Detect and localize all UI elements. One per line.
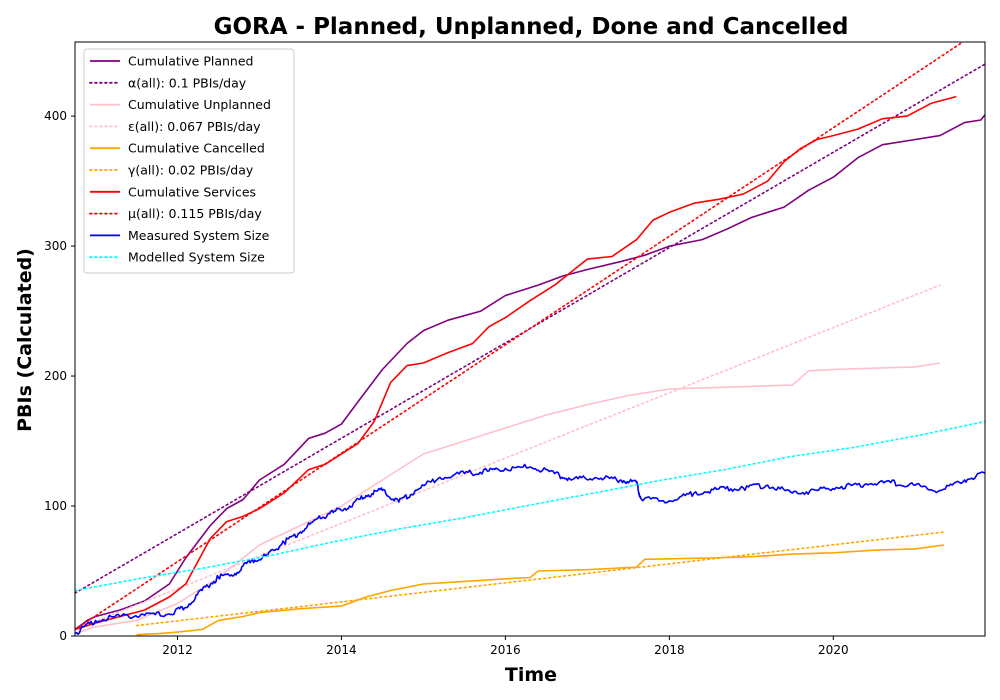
series-line-8 <box>75 463 985 636</box>
plot-area <box>75 42 985 636</box>
axes: 2012 2014 2016 2018 2020 0 100 200 300 400 <box>44 41 986 657</box>
x-tick-label: 2012 <box>162 643 193 657</box>
legend-label: ε(all): 0.067 PBIs/day <box>128 119 261 134</box>
legend-label: Cumulative Unplanned <box>128 97 271 112</box>
legend-label: γ(all): 0.02 PBIs/day <box>128 163 254 178</box>
legend-label: Cumulative Planned <box>128 54 253 69</box>
legend-label: α(all): 0.1 PBIs/day <box>128 75 247 90</box>
legend-label: Measured System Size <box>128 228 270 243</box>
series-line-5 <box>135 531 945 627</box>
x-tick-label: 2018 <box>654 643 685 657</box>
x-tick-label: 2016 <box>490 643 521 657</box>
y-tick-label: 200 <box>44 369 67 383</box>
plot-frame <box>74 41 986 637</box>
legend-box <box>83 48 295 274</box>
y-tick-label: 300 <box>44 239 67 253</box>
legend-label: μ(all): 0.115 PBIs/day <box>128 206 262 221</box>
series-line-9 <box>75 420 985 592</box>
y-tick-label: 400 <box>44 109 67 123</box>
legend-label: Cumulative Cancelled <box>128 141 265 156</box>
chart-title: GORA - Planned, Unplanned, Done and Canc… <box>214 14 849 40</box>
series-line-7 <box>75 42 965 631</box>
series-line-4 <box>136 544 945 636</box>
y-tick-label: 100 <box>44 499 67 513</box>
y-tick-label: 0 <box>59 629 67 643</box>
legend-label: Cumulative Services <box>128 184 256 199</box>
x-tick-label: 2014 <box>326 643 357 657</box>
series-line-2 <box>75 362 941 635</box>
x-tick-label: 2020 <box>818 643 849 657</box>
series-line-3 <box>75 284 941 631</box>
series-line-0 <box>75 114 985 631</box>
y-axis-label: PBIs (Calculated) <box>14 248 36 432</box>
legend: Cumulative Planned α(all): 0.1 PBIs/day Cu… <box>83 48 295 274</box>
legend-label: Modelled System Size <box>128 250 265 265</box>
x-axis-label: Time <box>505 664 557 686</box>
